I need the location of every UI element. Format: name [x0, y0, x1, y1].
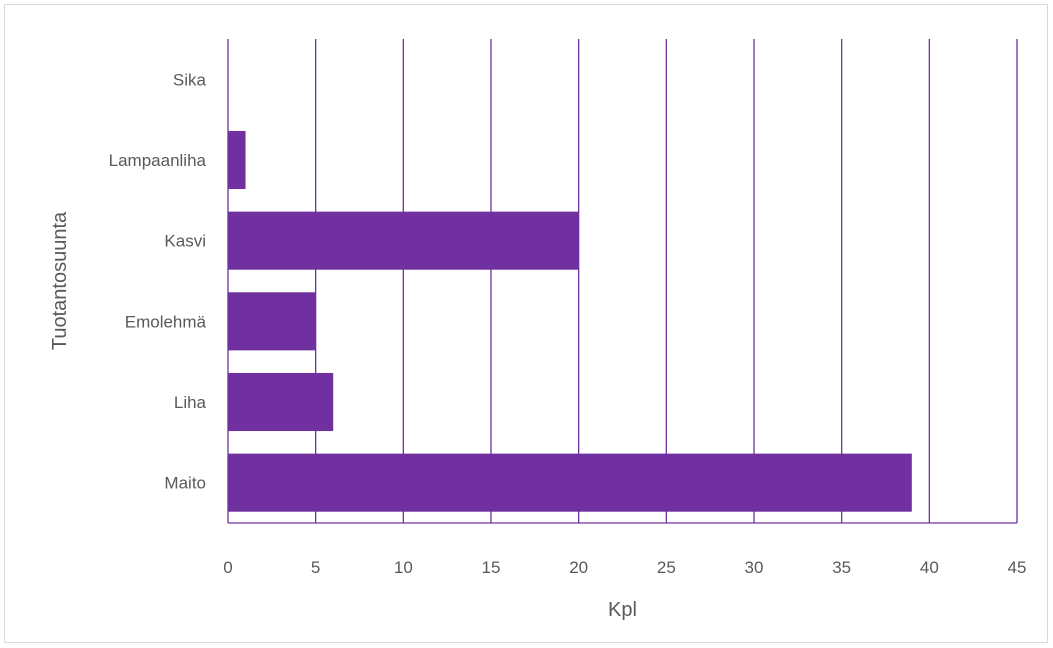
y-tick-labels: Maito Liha Emolehmä Kasvi Lampaanliha Sika — [109, 70, 207, 492]
y-tick-label: Lampaanliha — [109, 151, 207, 170]
bar-maito — [228, 453, 912, 512]
y-tick-label: Liha — [174, 393, 207, 412]
bars — [228, 130, 912, 512]
bar-liha — [228, 372, 334, 432]
bar-lampaanliha — [228, 130, 246, 190]
x-tick-label: 10 — [394, 558, 413, 577]
x-tick-labels: 0 5 10 15 20 25 30 35 40 45 — [223, 558, 1026, 577]
x-tick-label: 45 — [1008, 558, 1027, 577]
y-tick-label: Maito — [164, 474, 206, 493]
y-tick-label: Emolehmä — [125, 312, 207, 331]
x-tick-label: 20 — [569, 558, 588, 577]
x-tick-label: 0 — [223, 558, 232, 577]
y-axis-title: Tuotantosuunta — [49, 211, 71, 350]
x-axis-title: Kpl — [608, 599, 637, 621]
x-tick-label: 5 — [311, 558, 320, 577]
y-tick-label: Kasvi — [164, 232, 206, 251]
chart-frame — [4, 4, 1048, 643]
x-tick-label: 35 — [832, 558, 851, 577]
gridlines — [227, 39, 1018, 524]
x-tick-label: 15 — [482, 558, 501, 577]
y-tick-label: Sika — [173, 70, 207, 89]
bar-emolehmä — [228, 292, 316, 351]
bar-kasvi — [228, 211, 579, 270]
x-tick-label: 40 — [920, 558, 939, 577]
x-tick-label: 30 — [745, 558, 764, 577]
x-tick-label: 25 — [657, 558, 676, 577]
